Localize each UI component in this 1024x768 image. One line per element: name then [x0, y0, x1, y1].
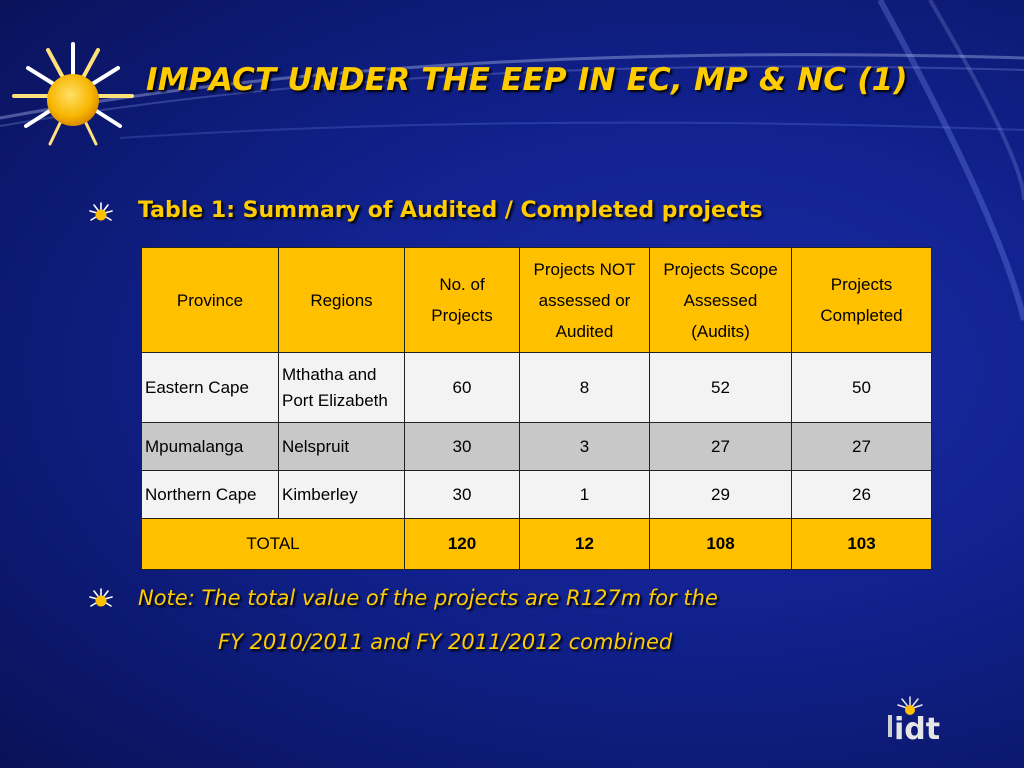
- note-text: Note: The total value of the projects ar…: [138, 576, 718, 664]
- slide-title: IMPACT UNDER THE EEP IN EC, MP & NC (1): [146, 62, 908, 98]
- header-scope-assessed: Projects Scope Assessed (Audits): [649, 247, 792, 353]
- cell-not-assessed: 8: [519, 352, 650, 423]
- summary-table: Province Regions No. of Projects Project…: [141, 247, 932, 570]
- table-row: Eastern Cape Mthatha and Port Elizabeth …: [141, 352, 932, 423]
- idt-logo-text: idt: [894, 712, 940, 747]
- table-total-row: TOTAL 120 12 108 103: [141, 518, 932, 570]
- caption-bullet: Table 1: Summary of Audited / Completed …: [88, 198, 763, 224]
- idt-sun-icon: idt: [888, 696, 940, 747]
- table-row: Mpumalanga Nelspruit 30 3 27 27: [141, 422, 932, 471]
- cell-assessed: 29: [649, 470, 792, 519]
- sun-bullet-icon: [89, 588, 113, 607]
- note-line-2: FY 2010/2011 and FY 2011/2012 combined: [218, 630, 673, 654]
- cell-completed: 27: [791, 422, 932, 471]
- cell-total-label: TOTAL: [141, 518, 405, 570]
- cell-assessed: 27: [649, 422, 792, 471]
- cell-projects: 30: [404, 422, 520, 471]
- cell-total-not-assessed-visible: 12: [519, 518, 650, 570]
- cell-not-assessed: 3: [519, 422, 650, 471]
- header-completed: Projects Completed: [791, 247, 932, 353]
- cell-total-completed: 103: [791, 518, 932, 570]
- cell-province: Mpumalanga: [141, 422, 279, 471]
- cell-region: Mthatha and Port Elizabeth: [278, 352, 405, 423]
- cell-province: Northern Cape: [141, 470, 279, 519]
- cell-completed: 50: [791, 352, 932, 423]
- header-no-of-projects: No. of Projects: [404, 247, 520, 353]
- idt-logo: idt: [880, 695, 990, 759]
- header-not-assessed: Projects NOT assessed or Audited: [519, 247, 650, 353]
- note-line-1: Note: The total value of the projects ar…: [138, 586, 718, 610]
- cell-total-assessed: 108: [649, 518, 792, 570]
- sun-bullet-icon: [89, 202, 113, 221]
- cell-projects: 30: [404, 470, 520, 519]
- table-header-row: Province Regions No. of Projects Project…: [141, 247, 932, 353]
- cell-region: Nelspruit: [278, 422, 405, 471]
- cell-projects: 60: [404, 352, 520, 423]
- cell-completed: 26: [791, 470, 932, 519]
- sun-logo-icon: [12, 42, 134, 146]
- header-province: Province: [141, 247, 279, 353]
- cell-not-assessed: 1: [519, 470, 650, 519]
- cell-province: Eastern Cape: [141, 352, 279, 423]
- cell-assessed: 52: [649, 352, 792, 423]
- cell-total-projects: 120: [404, 518, 520, 570]
- table-caption: Table 1: Summary of Audited / Completed …: [138, 198, 763, 223]
- header-regions: Regions: [278, 247, 405, 353]
- note-bullet: Note: The total value of the projects ar…: [88, 576, 718, 664]
- table-row: Northern Cape Kimberley 30 1 29 26: [141, 470, 932, 519]
- cell-region: Kimberley: [278, 470, 405, 519]
